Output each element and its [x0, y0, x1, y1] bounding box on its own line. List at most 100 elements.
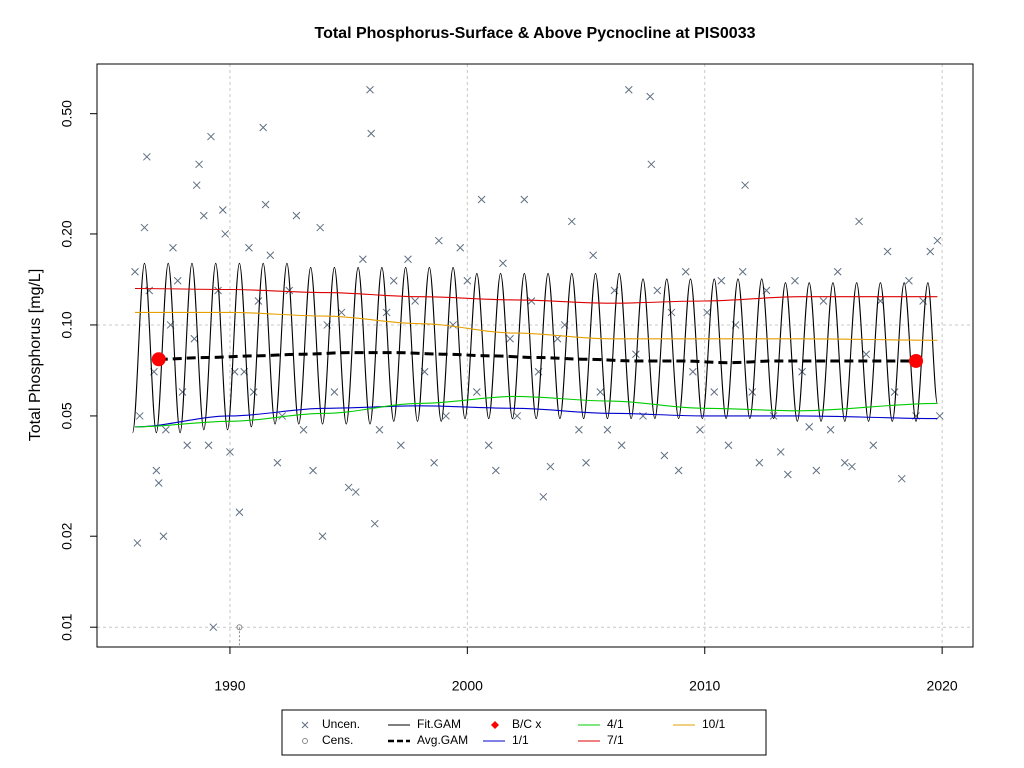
- point: [905, 276, 913, 285]
- point: [527, 297, 536, 305]
- point: [359, 255, 367, 264]
- point: [819, 297, 828, 305]
- point: [667, 308, 676, 317]
- point: [370, 519, 379, 528]
- y-axis-label: Total Phosphorus [mg/L]: [27, 269, 44, 442]
- point: [477, 195, 486, 204]
- legend-symbol: [302, 738, 308, 744]
- point: [207, 132, 215, 141]
- line: [134, 395, 938, 428]
- point: [869, 441, 878, 450]
- point: [717, 276, 726, 285]
- point: [261, 200, 270, 209]
- point: [367, 129, 376, 138]
- legend-label: Fit.GAM: [417, 717, 461, 731]
- point: [596, 388, 605, 396]
- point: [567, 217, 576, 226]
- point: [520, 195, 529, 204]
- point: [330, 388, 339, 396]
- point: [397, 441, 405, 450]
- point: [632, 350, 640, 359]
- x-tick-label: 2010: [689, 678, 720, 694]
- point: [862, 350, 871, 359]
- point: [178, 388, 187, 396]
- point: [703, 308, 711, 317]
- legend-label: 4/1: [607, 717, 624, 731]
- point: [883, 247, 892, 256]
- point: [833, 267, 842, 276]
- point: [463, 276, 472, 285]
- point: [926, 247, 935, 256]
- legend-label: 7/1: [607, 733, 624, 747]
- point: [199, 211, 208, 220]
- point: [783, 470, 792, 479]
- point: [218, 206, 227, 214]
- point: [169, 243, 177, 252]
- y-tick-label: 0.10: [59, 311, 75, 338]
- line: [134, 287, 938, 304]
- point: [161, 425, 170, 434]
- point: [259, 123, 268, 132]
- point: [273, 458, 282, 467]
- point: [805, 423, 814, 431]
- point: [309, 466, 317, 475]
- point: [812, 466, 821, 475]
- point: [154, 479, 163, 487]
- point: [430, 458, 438, 467]
- x-tick-label: 2000: [452, 678, 483, 694]
- point: [855, 217, 863, 226]
- y-tick-label: 0.20: [59, 220, 75, 247]
- legend-symbol: [491, 721, 499, 729]
- point: [499, 259, 507, 268]
- point: [292, 211, 301, 220]
- point: [133, 539, 142, 547]
- point: [897, 474, 906, 483]
- line: [132, 262, 938, 434]
- point: [741, 181, 749, 190]
- x-tick-label: 1990: [214, 678, 245, 694]
- point: [935, 412, 944, 420]
- point: [152, 466, 161, 475]
- point: [351, 488, 360, 496]
- point: [848, 462, 856, 471]
- point: [254, 297, 263, 305]
- point: [647, 160, 656, 169]
- point: [617, 441, 626, 450]
- point: [724, 441, 733, 450]
- y-tick-label: 0.01: [59, 613, 75, 640]
- point: [755, 458, 764, 467]
- line: [134, 405, 938, 428]
- point: [442, 412, 450, 420]
- point: [840, 458, 849, 467]
- point: [603, 425, 612, 434]
- point: [195, 160, 203, 169]
- point: [221, 230, 230, 238]
- point: [366, 85, 374, 94]
- point: [653, 286, 662, 295]
- point: [299, 425, 308, 434]
- legend-label: 10/1: [702, 717, 726, 731]
- point: [140, 223, 149, 232]
- legend-label: Uncen.: [322, 717, 360, 731]
- legend-label: 1/1: [512, 733, 529, 747]
- line: [134, 311, 938, 341]
- point: [624, 85, 633, 94]
- point: [278, 412, 287, 420]
- point: [696, 425, 704, 434]
- point: [192, 181, 201, 190]
- point: [710, 388, 719, 396]
- point: [159, 532, 168, 541]
- y-tick-label: 0.50: [59, 100, 75, 127]
- point: [660, 451, 669, 460]
- point: [266, 251, 275, 260]
- point: [689, 367, 697, 376]
- point: [582, 458, 590, 467]
- point: [748, 388, 757, 396]
- point: [204, 441, 213, 450]
- point: [375, 425, 384, 434]
- point: [316, 223, 325, 232]
- point: [589, 251, 598, 260]
- point: [344, 483, 353, 492]
- point: [826, 425, 835, 434]
